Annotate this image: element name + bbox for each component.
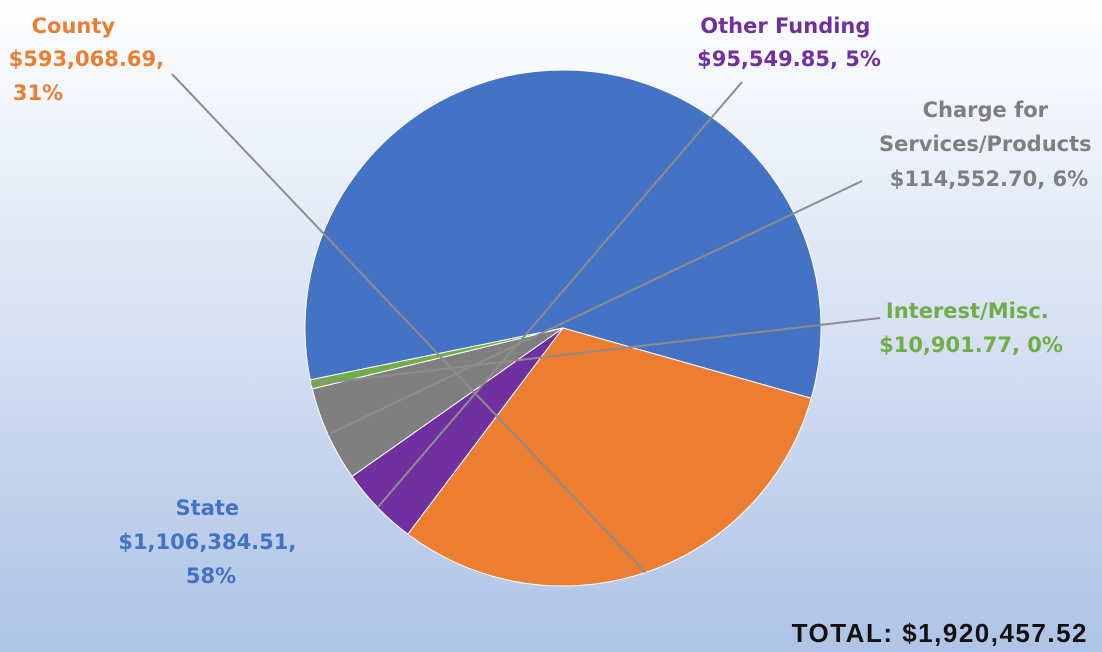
leader-line-county bbox=[171, 73, 647, 574]
label-county-name: County bbox=[32, 14, 116, 38]
label-interest-misc-value: $10,901.77, 0% bbox=[879, 333, 1063, 357]
label-other-funding: Other Funding $95,549.85, 5% bbox=[697, 14, 881, 71]
label-other-funding-value: $95,549.85, 5% bbox=[697, 47, 881, 71]
label-interest-misc: Interest/Misc. $10,901.77, 0% bbox=[879, 299, 1063, 357]
label-other-funding-name: Other Funding bbox=[700, 14, 870, 38]
label-county-value: $593,068.69, bbox=[9, 47, 164, 71]
leader-line-other-funding bbox=[376, 81, 743, 509]
label-charge-services-value: $114,552.70, 6% bbox=[890, 167, 1088, 191]
label-county-percent: 31% bbox=[13, 81, 63, 105]
label-charge-services-line1: Charge for bbox=[923, 98, 1049, 122]
label-county: County $593,068.69, 31% bbox=[9, 14, 172, 105]
label-interest-misc-name: Interest/Misc. bbox=[886, 299, 1049, 323]
label-state-name: State bbox=[176, 496, 240, 520]
total-label: TOTAL: $1,920,457.52 bbox=[792, 618, 1088, 648]
leader-line-charge-for-services-products bbox=[327, 180, 863, 436]
label-state-percent: 58% bbox=[186, 564, 236, 588]
pie-slice-state bbox=[304, 69, 822, 399]
label-charge-services-line2: Services/Products bbox=[879, 132, 1092, 156]
label-state: State $1,106,384.51, 58% bbox=[118, 496, 303, 588]
label-charge-services: Charge for Services/Products $114,552.70… bbox=[879, 98, 1099, 191]
leader-line-interest-misc bbox=[311, 317, 881, 386]
label-state-value: $1,106,384.51, bbox=[118, 530, 296, 554]
